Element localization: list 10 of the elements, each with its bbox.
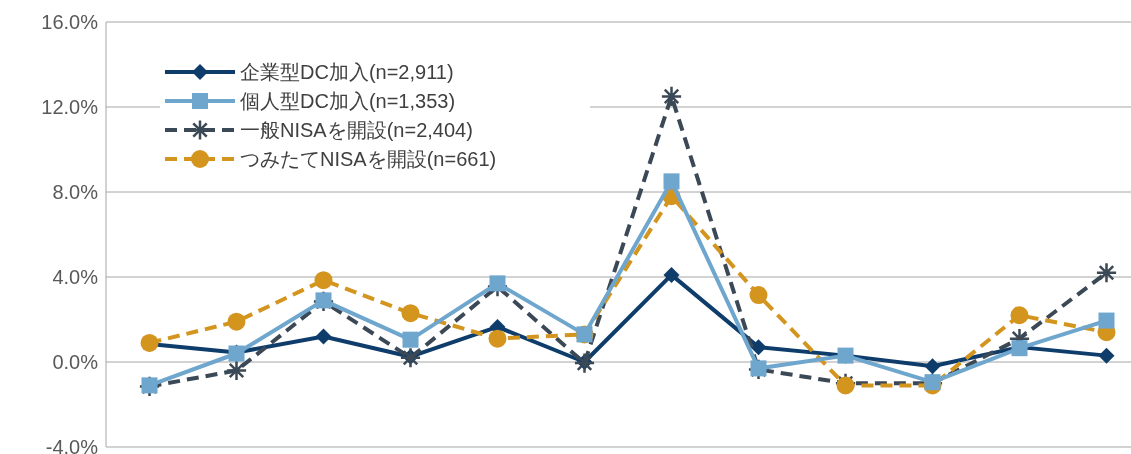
y-tick-label: 4.0% bbox=[52, 266, 99, 288]
y-tick-label: 8.0% bbox=[52, 181, 99, 203]
y-tick-label: 16.0% bbox=[41, 11, 99, 33]
legend-label: 個人型DC加入(n=1,353) bbox=[240, 90, 456, 112]
y-tick-label: 0.0% bbox=[52, 351, 99, 373]
y-tick-label: -4.0% bbox=[45, 436, 99, 454]
y-tick-label: 12.0% bbox=[41, 96, 99, 118]
legend-label: つみたてNISAを開設(n=661) bbox=[240, 148, 497, 170]
legend-label: 一般NISAを開設(n=2,404) bbox=[240, 119, 473, 141]
legend-label: 企業型DC加入(n=2,911) bbox=[240, 61, 454, 83]
